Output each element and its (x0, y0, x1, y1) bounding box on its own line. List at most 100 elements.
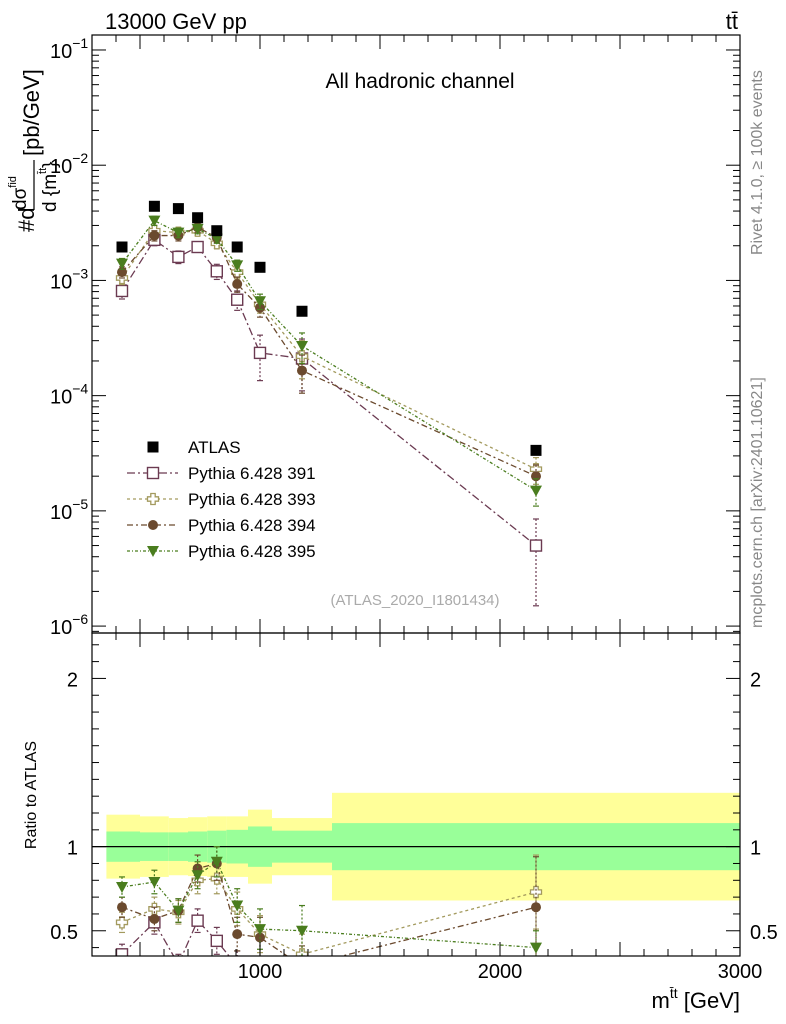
main-y-tick-label: 10−3 (50, 265, 88, 293)
series-point-4 (530, 485, 542, 497)
ratio-frame (91, 632, 741, 957)
analysis-label: (ATLAS_2020_I1801434) (330, 592, 499, 609)
chart-title: All hadronic channel (325, 70, 514, 93)
ratio-point-4 (254, 924, 266, 936)
series-point-1 (210, 265, 224, 278)
ratio-y-tick-label: 1 (67, 838, 78, 860)
data-point (148, 200, 160, 212)
data-point (254, 261, 266, 273)
series-point-4 (172, 227, 185, 239)
ratio-point-4 (210, 856, 223, 868)
series-point-4 (116, 258, 128, 270)
y-label-denominator-close: } (40, 161, 61, 167)
ratio-point-2 (295, 948, 309, 956)
data-point (530, 444, 542, 456)
header-energy-label: 13000 GeV pp (105, 9, 247, 34)
ratio-point-2 (115, 916, 129, 929)
main-panel: 10−1 10−2 10−3 10−4 10−5 10−6 All hadronic ch… (7, 34, 741, 639)
ratio-point-3 (117, 902, 127, 913)
ratio-point-1 (173, 959, 184, 970)
main-y-tick-label: 10−2 (50, 150, 88, 178)
y-label-hash: #d (14, 208, 39, 232)
y-label-denominator: d {m (40, 174, 61, 212)
main-y-tick-label: 10−1 (50, 35, 88, 63)
legend-marker (146, 466, 160, 480)
ratio-point-1 (191, 914, 204, 927)
ratio-line-1 (121, 919, 230, 956)
legend-label: Pythia 6.428 393 (188, 490, 316, 509)
series-point-1 (172, 250, 185, 264)
legend-marker (148, 520, 158, 530)
series-point-4 (231, 260, 244, 272)
series-point-1 (529, 539, 543, 552)
legend-marker (147, 546, 159, 557)
main-y-tick-label: 10−6 (50, 611, 88, 639)
ratio-point-4 (530, 942, 542, 954)
ratio-point-3 (149, 913, 160, 924)
legend-label: ATLAS (188, 438, 241, 457)
series-line-1 (121, 238, 537, 547)
header-process-label: tt̄ (726, 9, 738, 34)
legend-label: Pythia 6.428 391 (188, 464, 316, 483)
legend: ATLAS Pythia 6.428 391 Pythia 6.428 393 Pyt… (127, 438, 316, 561)
data-point (192, 212, 204, 224)
series-point-1 (253, 346, 267, 360)
x-tick-label: 3000 (718, 961, 763, 983)
y-label-denominator-sup: t̄t (37, 168, 49, 175)
legend-marker (146, 492, 160, 506)
svg-text:d {mt̄t}: d {mt̄t} (37, 161, 61, 212)
series-point-1 (230, 293, 244, 306)
series-point-1 (191, 240, 204, 254)
ratio-point-4 (231, 900, 244, 912)
legend-label: Pythia 6.428 394 (188, 516, 316, 535)
ratio-point-1 (531, 984, 542, 995)
ratio-y-axis-label: Ratio to ATLAS (23, 741, 40, 849)
series-line-3 (121, 226, 537, 477)
y-label-unit: [pb/GeV] (19, 69, 44, 156)
x-tick-label: 2000 (478, 961, 523, 983)
series-point-4 (296, 340, 308, 352)
ratio-panel: 2 2 1 1 0.5 0.5 1000 2000 3000 Ratio to ATLAS (23, 632, 778, 995)
ratio-point-3 (232, 929, 243, 940)
data-point (211, 225, 223, 237)
data-point (231, 241, 243, 253)
legend-label: Pythia 6.428 395 (188, 542, 316, 561)
mcplots-label: mcplots.cern.ch [arXiv:2401.10621] (749, 377, 766, 628)
series-point-3 (149, 230, 160, 241)
x-tick-label: 1000 (238, 961, 283, 983)
ratio-y-tick-label-right: 1 (750, 838, 761, 860)
x-axis-label: mt̄t [GeV] (652, 985, 740, 1013)
rivet-version-label: Rivet 4.1.0, ≥ 100k events (749, 70, 766, 255)
ratio-point-1 (297, 972, 308, 983)
ratio-y-tick-label-right: 2 (750, 669, 761, 691)
data-point (116, 241, 128, 253)
data-point (172, 203, 184, 215)
ratio-point-4 (116, 882, 128, 894)
data-point (296, 305, 308, 317)
series-point-4 (191, 223, 204, 235)
series-point-4 (254, 296, 266, 308)
series-line-2 (121, 230, 537, 470)
main-y-axis-label: #d dσfid d {mt̄t} [pb/GeV] (7, 69, 61, 232)
ratio-y-tick-label: 0.5 (50, 922, 78, 944)
ratio-point-1 (210, 934, 224, 948)
y-label-numerator: dσ (10, 187, 31, 210)
ratio-point-3 (297, 961, 307, 971)
ratio-point-3 (531, 902, 541, 913)
ratio-point-2 (529, 885, 543, 899)
series-point-3 (297, 365, 307, 376)
ratio-y-tick-label: 2 (67, 669, 78, 691)
ratio-point-1 (115, 948, 129, 956)
ratio-point-4 (148, 876, 161, 888)
ratio-line-3 (121, 862, 537, 956)
series-point-4 (148, 215, 161, 227)
ratio-point-4 (172, 905, 185, 917)
svg-text:#d: #d (14, 208, 39, 232)
ratio-point-4 (296, 925, 308, 937)
main-y-tick-label: 10−5 (50, 496, 88, 524)
svg-text:[pb/GeV]: [pb/GeV] (19, 69, 44, 156)
ratio-y-tick-label-right: 0.5 (750, 922, 778, 944)
legend-marker (147, 441, 159, 453)
main-y-tick-label: 10−4 (50, 381, 88, 409)
